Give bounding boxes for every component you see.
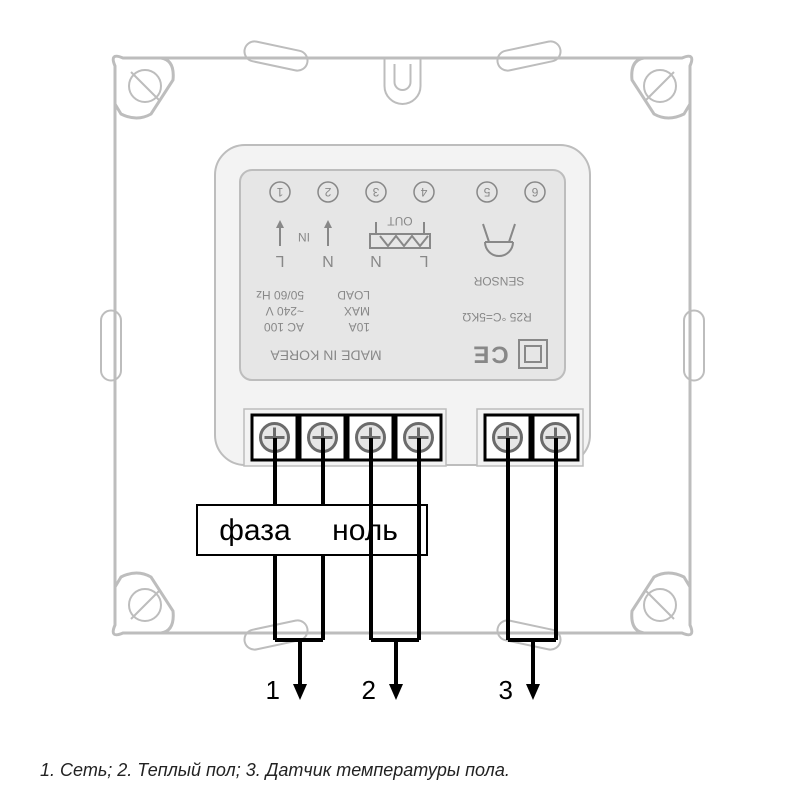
svg-text:4: 4 xyxy=(420,185,427,199)
legend-caption: 1. Сеть; 2. Теплый пол; 3. Датчик темпер… xyxy=(40,760,510,781)
svg-text:~240 V: ~240 V xyxy=(266,304,304,318)
phase-label: фаза xyxy=(219,514,291,547)
svg-text:10A: 10A xyxy=(349,320,370,334)
null-label: ноль xyxy=(332,514,398,547)
arrowhead-icon xyxy=(526,684,540,700)
arrowhead-icon xyxy=(389,684,403,700)
arrowhead-icon xyxy=(293,684,307,700)
svg-text:L: L xyxy=(275,252,284,269)
svg-text:2: 2 xyxy=(324,185,331,199)
svg-text:IN: IN xyxy=(298,230,310,244)
svg-text:1: 1 xyxy=(276,185,283,199)
group-number: 2 xyxy=(362,675,376,705)
svg-text:OUT: OUT xyxy=(387,214,413,228)
svg-text:6: 6 xyxy=(531,185,538,199)
svg-text:AC 100: AC 100 xyxy=(264,320,304,334)
wiring-diagram: CE MADE IN KOREA 10A MAX LOAD AC 100 ~240 V 50/… xyxy=(0,0,800,800)
svg-text:5: 5 xyxy=(483,185,490,199)
svg-text:L: L xyxy=(419,252,428,269)
group-number: 3 xyxy=(499,675,513,705)
ce-mark-icon: CE xyxy=(471,341,508,368)
r25-label: R25 °C=5KΩ xyxy=(462,310,531,324)
svg-text:N: N xyxy=(322,252,334,269)
sensor-label: SENSOR xyxy=(473,274,524,288)
svg-text:LOAD: LOAD xyxy=(337,288,370,302)
svg-text:MAX: MAX xyxy=(344,304,370,318)
group-number: 1 xyxy=(266,675,280,705)
svg-text:50/60 Hz: 50/60 Hz xyxy=(256,288,304,302)
svg-text:N: N xyxy=(370,252,382,269)
made-in-label: MADE IN KOREA xyxy=(270,347,382,363)
svg-text:3: 3 xyxy=(372,185,379,199)
